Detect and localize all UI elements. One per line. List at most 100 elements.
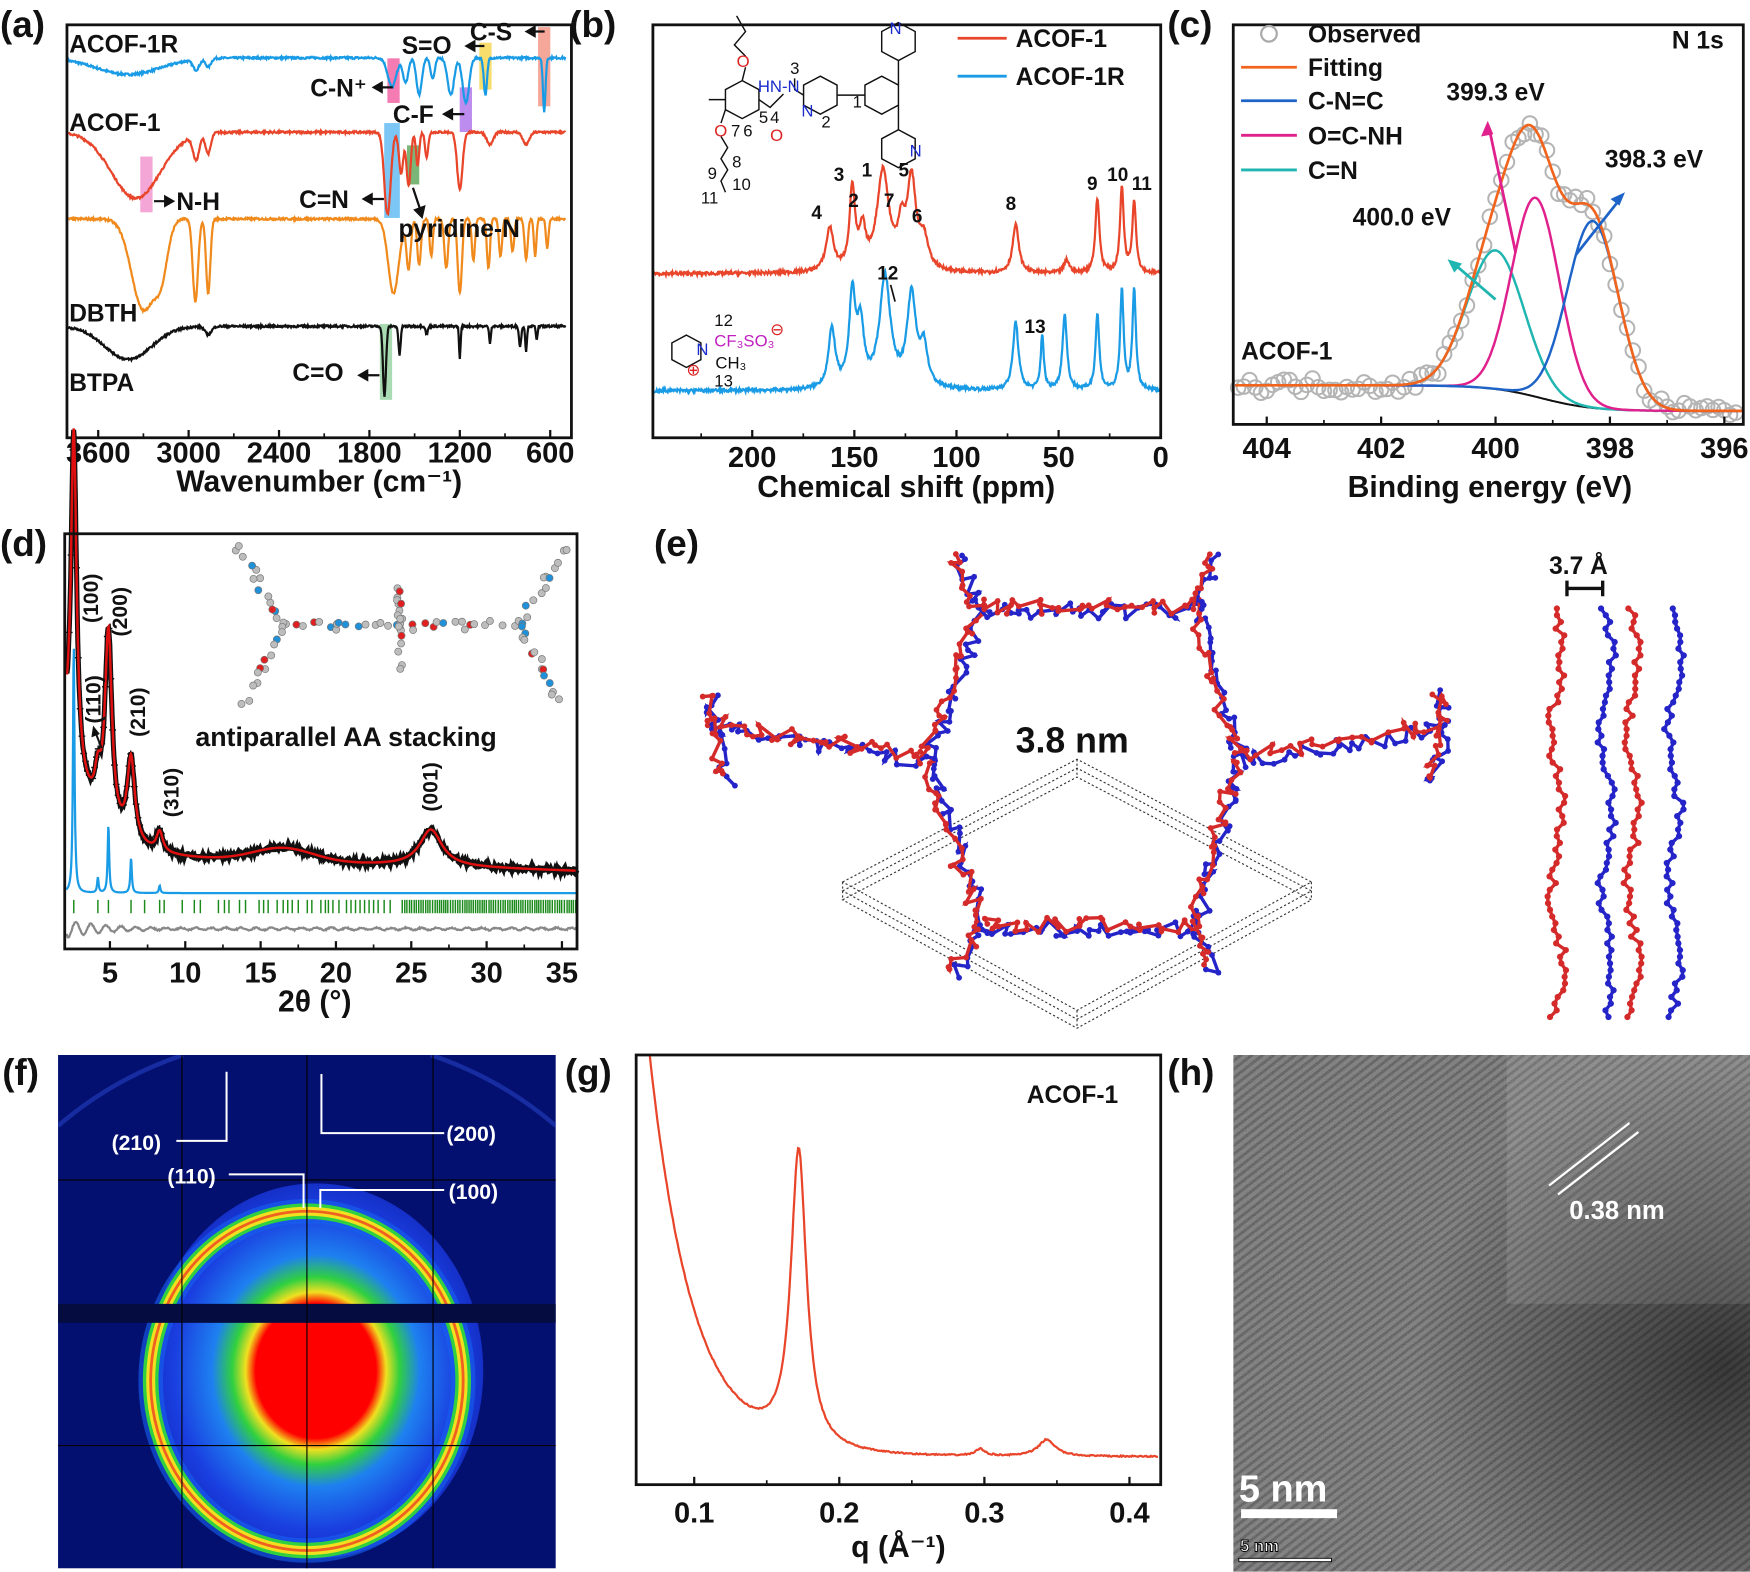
bond-chain bbox=[1189, 758, 1243, 927]
atom-label: N bbox=[696, 340, 708, 359]
atom bbox=[470, 620, 479, 629]
outer-diffraction-ring bbox=[58, 1054, 556, 1128]
observed-point bbox=[1229, 379, 1247, 396]
panel-c-xps-chart: 404 402 400 398 396 Binding energy (eV) Obse… bbox=[1229, 22, 1749, 504]
atom bbox=[270, 640, 279, 649]
arrow-icon bbox=[889, 284, 896, 302]
tick-label: 15 bbox=[244, 957, 276, 989]
atom bbox=[545, 574, 554, 582]
atom bbox=[394, 622, 403, 631]
tick-label: 0.3 bbox=[964, 1498, 1004, 1530]
fringe-marker-line bbox=[1557, 1131, 1640, 1196]
tick-label: 0.4 bbox=[1109, 1498, 1149, 1530]
framework-top-view bbox=[699, 551, 1452, 981]
nmr-series bbox=[653, 163, 1162, 397]
arrow-icon bbox=[524, 25, 545, 38]
atom bbox=[394, 647, 403, 656]
observed-point bbox=[1384, 374, 1401, 392]
tick-label: 400 bbox=[1471, 433, 1519, 465]
plot-frame bbox=[1231, 23, 1745, 426]
observed-point bbox=[1555, 186, 1573, 203]
bond-chain bbox=[709, 718, 725, 775]
atom bbox=[396, 664, 405, 673]
bond-chain bbox=[946, 553, 985, 609]
atom bbox=[541, 584, 550, 592]
observed-point bbox=[1395, 379, 1413, 396]
arrow-icon bbox=[1455, 264, 1497, 301]
series-label-dbth: DBTH bbox=[69, 301, 137, 328]
tick-label: 398 bbox=[1586, 433, 1634, 465]
tick-label: 600 bbox=[526, 437, 574, 469]
chemical-structure-acof-1r-inset: 12 CF₃SO₃ ⊖ N CH₃ ⊕ 13 bbox=[671, 311, 784, 390]
tick-label: 50 bbox=[1042, 442, 1074, 474]
atom bbox=[547, 690, 556, 699]
atom bbox=[361, 620, 370, 629]
tick-label: 20 bbox=[320, 957, 352, 989]
tick-label: 100 bbox=[932, 442, 980, 474]
atom-label: 10 bbox=[732, 175, 751, 194]
central-scattering bbox=[148, 1183, 484, 1559]
x-ticks: 5 10 15 20 25 30 35 bbox=[102, 941, 578, 989]
atom bbox=[554, 558, 562, 567]
series-line-acof-1r bbox=[653, 267, 1161, 397]
atom bbox=[234, 542, 243, 550]
atom bbox=[518, 622, 526, 631]
leader-line bbox=[176, 1071, 228, 1142]
bond-chain bbox=[1422, 719, 1443, 782]
inset-caption: antiparallel AA stacking bbox=[195, 722, 496, 752]
atom-label: O bbox=[770, 126, 783, 145]
legend-label-acof-1r: ACOF-1R bbox=[1016, 64, 1125, 91]
legend: Observed Fitting C-N=C O=C-NH C=N bbox=[1241, 22, 1421, 185]
series-line-dbth bbox=[67, 214, 567, 315]
series-line-acof-1 bbox=[68, 127, 567, 216]
layer-chain bbox=[1621, 607, 1644, 1018]
atom-label: 12 bbox=[714, 311, 733, 330]
x-axis-label: q (Å⁻¹) bbox=[851, 1531, 946, 1564]
atom-label: 7 bbox=[731, 121, 740, 140]
atom bbox=[237, 700, 246, 708]
panel-label-a: (a) bbox=[0, 4, 45, 45]
bond-chain bbox=[1191, 920, 1212, 966]
legend-label-observed: Observed bbox=[1308, 22, 1421, 49]
series-label-acof-1: ACOF-1 bbox=[69, 110, 160, 137]
peak-label: 6 bbox=[912, 206, 923, 227]
panel-e-structure-model: 3.8 nm 3.7 Å bbox=[699, 551, 1687, 1029]
arrow-icon bbox=[464, 39, 485, 53]
atom-label: 9 bbox=[708, 164, 717, 183]
atom bbox=[292, 620, 301, 629]
hkl-label: (200) bbox=[109, 587, 132, 636]
framework-side-view bbox=[1544, 605, 1687, 1021]
atom-label: ⊕ bbox=[686, 360, 700, 379]
atom-label: 4 bbox=[770, 108, 779, 127]
hkl-label: (001) bbox=[420, 762, 443, 811]
atom bbox=[354, 622, 363, 631]
distance-bar-icon bbox=[1565, 580, 1605, 597]
pyridine-ring bbox=[802, 75, 838, 115]
arrow-icon bbox=[154, 194, 176, 208]
panel-d-pxrd-chart: 5 10 15 20 25 30 35 2θ (°) antiparallel AA sta… bbox=[63, 428, 580, 1018]
peak-label: 7 bbox=[884, 191, 895, 212]
atom-label: 3 bbox=[790, 59, 799, 78]
atom bbox=[264, 592, 273, 601]
bond-chain bbox=[977, 600, 1204, 623]
series-line-acof-1r bbox=[67, 53, 567, 113]
peak-label: 9 bbox=[1087, 174, 1098, 195]
atom bbox=[432, 618, 441, 626]
peak-label: 10 bbox=[1107, 165, 1128, 186]
plot-frame bbox=[63, 532, 579, 951]
molecular-model-inset bbox=[231, 542, 571, 708]
peak-annotation-399-3: 399.3 eV bbox=[1446, 80, 1545, 107]
atom bbox=[249, 574, 258, 583]
atom bbox=[254, 586, 263, 595]
tick-label: 1800 bbox=[337, 437, 402, 469]
panel-g-saxs-chart: 0.1 0.2 0.3 0.4 q (Å⁻¹) ACOF-1 bbox=[634, 1053, 1163, 1564]
band-label-c-n: C=N bbox=[299, 187, 349, 214]
arrow-icon bbox=[357, 368, 380, 382]
plot-frame bbox=[634, 1053, 1163, 1487]
atom bbox=[555, 695, 563, 704]
band-highlight bbox=[140, 156, 153, 213]
tick-label: 2400 bbox=[247, 437, 312, 469]
tick-label: 3000 bbox=[156, 437, 221, 469]
fringe-marker-line bbox=[1548, 1122, 1631, 1187]
atom-label: 13 bbox=[714, 371, 733, 390]
